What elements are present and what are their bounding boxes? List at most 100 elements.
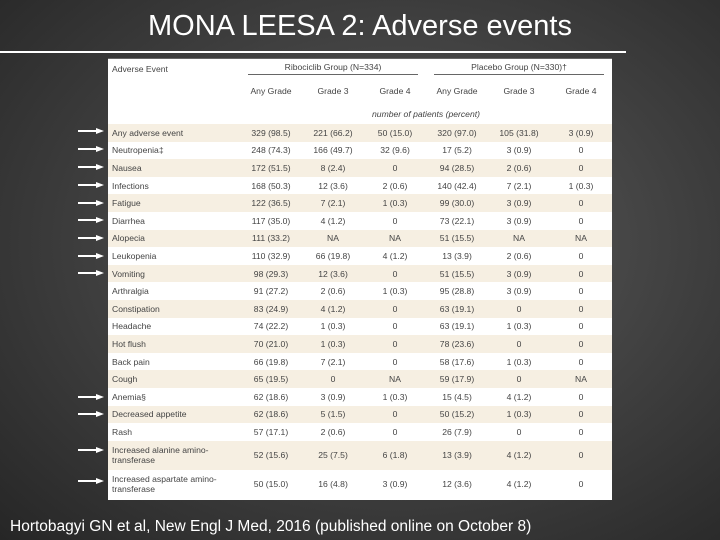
cell-value: NA — [550, 370, 612, 388]
header-cell — [108, 78, 240, 103]
citation: Hortobagyi GN et al, New Engl J Med, 201… — [10, 518, 532, 535]
event-name: Increased aspartate amino-transferase — [112, 474, 217, 495]
cell-value: 0 — [550, 159, 612, 177]
event-name: Decreased appetite — [108, 405, 240, 424]
event-name: Vomiting — [108, 264, 240, 283]
cell-value: 73 (22.1) — [439, 215, 475, 226]
table-row: Cough 65 (19.5) 0 NA 59 (17.9) 0 NA — [108, 370, 612, 388]
cell-value: 3 (0.9) — [488, 264, 550, 283]
cell-value: 16 (4.8) — [318, 479, 348, 490]
slide-title: MONA LEESA 2: Adverse events — [148, 10, 572, 42]
column-header: Grade 3 — [317, 85, 349, 96]
cell-value: 78 (23.6) — [426, 335, 488, 353]
cell-value: 2 (0.6) — [382, 180, 408, 191]
cell-value: 2 (0.6) — [320, 286, 346, 297]
table-row: Infections 168 (50.3) 12 (3.6) 2 (0.6) 140 (… — [108, 177, 612, 195]
event-name: Hot flush — [108, 335, 240, 353]
cell-value: 0 — [302, 370, 364, 388]
cell-value: 3 (0.9) — [506, 215, 532, 226]
event-name: Arthralgia — [112, 286, 149, 297]
event-name: Headache — [112, 321, 152, 332]
cell-value: 50 (15.2) — [426, 405, 488, 424]
cell-value: 0 — [392, 215, 398, 226]
group-header: Placebo Group (N=330)† — [426, 58, 612, 78]
table-row: Fatigue 122 (36.5) 7 (2.1) 1 (0.3) 99 (30.0)… — [108, 194, 612, 212]
cell-value: 1 (0.3) — [382, 391, 408, 402]
cell-value: 329 (98.5) — [240, 124, 302, 142]
cell-value: 0 — [550, 264, 612, 283]
cell-value: 0 — [488, 299, 550, 318]
cell-value: 248 (74.3) — [251, 145, 291, 156]
cell-value: 12 (3.6) — [302, 264, 364, 283]
cell-value: 0 — [578, 426, 584, 437]
unit-note: number of patients (percent) — [372, 108, 480, 119]
cell-value: 0 — [550, 405, 612, 424]
arrow — [78, 270, 104, 276]
cell-value: 3 (0.9) — [320, 391, 346, 402]
arrow — [78, 235, 104, 241]
cell-value: 1 (0.3) — [488, 405, 550, 424]
cell-value: 62 (18.6) — [240, 405, 302, 424]
event-name: Constipation — [108, 299, 240, 318]
group-header: Ribociclib Group (N=334) — [240, 58, 426, 78]
arrow — [78, 164, 104, 170]
cell-value: 0 — [392, 321, 398, 332]
adverse-events-table: Adverse Event Ribociclib Group (N=334) P… — [108, 58, 612, 499]
cell-value: NA — [488, 229, 550, 248]
table-row: Vomiting 98 (29.3) 12 (3.6) 0 51 (15.5) 3 (0.… — [108, 264, 612, 283]
cell-value: 51 (15.5) — [426, 229, 488, 248]
cell-value: 4 (1.2) — [506, 479, 532, 490]
cell-value: 1 (0.3) — [568, 180, 594, 191]
cell-value: 3 (0.9) — [382, 479, 408, 490]
cell-value: NA — [302, 229, 364, 248]
table-row: Alopecia 111 (33.2) NA NA 51 (15.5) NA NA — [108, 229, 612, 248]
cell-value: 0 — [578, 250, 584, 261]
cell-value: 0 — [364, 299, 426, 318]
cell-value: 13 (3.9) — [442, 250, 472, 261]
cell-value: 66 (19.8) — [315, 250, 351, 261]
table-panel: Adverse Event Ribociclib Group (N=334) P… — [108, 58, 612, 500]
cell-value: 117 (35.0) — [251, 215, 291, 226]
arrow — [78, 128, 104, 134]
cell-value: 62 (18.6) — [253, 391, 289, 402]
cell-value: 166 (49.7) — [313, 145, 353, 156]
group-header-row: Adverse Event Ribociclib Group (N=334) P… — [108, 58, 612, 78]
cell-value: 7 (2.1) — [302, 194, 364, 212]
cell-value: 8 (2.4) — [302, 159, 364, 177]
cell-value: 111 (33.2) — [240, 229, 302, 248]
table-row: Any adverse event 329 (98.5) 221 (66.2) 50 … — [108, 124, 612, 142]
cell-value: 50 (15.0) — [253, 479, 289, 490]
cell-value: 0 — [578, 321, 584, 332]
cell-value: 2 (0.6) — [506, 250, 532, 261]
arrow — [78, 146, 104, 152]
cell-value: 1 (0.3) — [302, 335, 364, 353]
event-name: Cough — [108, 370, 240, 388]
cell-value: 65 (19.5) — [240, 370, 302, 388]
cell-value: 13 (3.9) — [426, 440, 488, 470]
cell-value: 25 (7.5) — [302, 440, 364, 470]
cell-value: 66 (19.8) — [253, 356, 289, 367]
event-name: Fatigue — [108, 194, 240, 212]
cell-value: 0 — [364, 264, 426, 283]
cell-value: 98 (29.3) — [240, 264, 302, 283]
event-name: Infections — [112, 180, 149, 191]
table-row: Back pain 66 (19.8) 7 (2.1) 0 58 (17.6) 1 (0.… — [108, 353, 612, 371]
cell-value: 0 — [578, 356, 584, 367]
arrow — [78, 253, 104, 259]
cell-value: 57 (17.1) — [253, 426, 289, 437]
cell-value: NA — [364, 229, 426, 248]
event-name: Any adverse event — [108, 124, 240, 142]
cell-value: 0 — [550, 440, 612, 470]
column-header: Any Grade — [436, 85, 478, 96]
cell-value: 99 (30.0) — [426, 194, 488, 212]
cell-value: 26 (7.9) — [442, 426, 472, 437]
cell-value: 110 (32.9) — [251, 250, 291, 261]
cell-value: 0 — [550, 335, 612, 353]
table-row: Increased aspartate amino-transferase 50 … — [108, 470, 612, 499]
cell-value: 4 (1.2) — [302, 299, 364, 318]
header-cell — [108, 103, 240, 124]
cell-value: 7 (2.1) — [506, 180, 532, 191]
cell-value: 7 (2.1) — [320, 356, 346, 367]
cell-value: 122 (36.5) — [240, 194, 302, 212]
cell-value: 74 (22.2) — [253, 321, 289, 332]
